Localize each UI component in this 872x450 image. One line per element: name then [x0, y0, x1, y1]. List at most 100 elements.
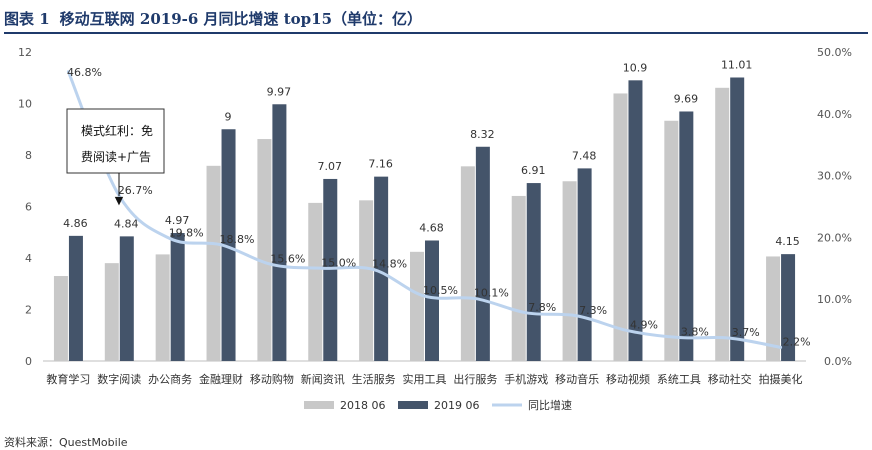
- annotation-line-1: 模式红利：免: [81, 123, 153, 138]
- bar-2018: [460, 166, 475, 361]
- bar-2019: [374, 176, 389, 361]
- bar-2019-value-label: 9.69: [674, 92, 699, 105]
- y-right-tick-label: 20.0%: [817, 231, 852, 244]
- growth-bar-chart: 0 2 4 6 8 10 12 0.0% 10.0% 20.0% 30.0% 40.0% 50.0% 4.…: [18, 46, 852, 412]
- growth-point: [524, 311, 528, 315]
- growth-point: [423, 294, 426, 298]
- bar-2019: [272, 104, 287, 362]
- bar-2019-value-label: 4.15: [775, 235, 800, 248]
- figure-title-text: 移动互联网 2019-6 月同比增速 top15（单位：亿）: [59, 10, 423, 28]
- category-label: 数字阅读: [97, 372, 141, 386]
- bar-2019-value-label: 6.91: [521, 164, 546, 177]
- category-label: 移动购物: [250, 372, 294, 386]
- bar-2019-value-label: 4.86: [63, 217, 88, 230]
- growth-value-label: 10.1%: [474, 287, 509, 300]
- growth-point: [321, 266, 325, 270]
- legend-swatch-2019: [398, 401, 428, 409]
- bar-2019: [475, 146, 490, 361]
- bar-2019: [170, 233, 185, 361]
- category-label: 办公商务: [148, 372, 192, 386]
- bar-2019: [119, 236, 134, 361]
- legend-label-2018: 2018 06: [340, 399, 386, 412]
- growth-value-label: 15.0%: [321, 256, 356, 269]
- category-label: 系统工具: [657, 373, 701, 386]
- bar-2018: [104, 263, 119, 361]
- bar-2019: [781, 254, 796, 361]
- category-label: 新闻资讯: [301, 372, 345, 386]
- y-right-tick-label: 40.0%: [817, 108, 852, 121]
- category-label: 金融理财: [199, 372, 243, 386]
- bar-2019: [730, 77, 745, 362]
- growth-value-label: 19.8%: [169, 227, 204, 240]
- annotation-box: [66, 108, 165, 174]
- annotation-arrow-head: ▼: [115, 194, 124, 207]
- bar-2018: [206, 165, 221, 361]
- y-left-tick-label: 4: [25, 252, 32, 265]
- bar-2018: [53, 276, 68, 361]
- growth-point: [677, 336, 681, 340]
- growth-point: [626, 329, 630, 333]
- bar-2018: [613, 93, 628, 361]
- category-label: 生活服务: [352, 372, 396, 386]
- bar-2019: [628, 80, 643, 361]
- y-right-tick-label: 30.0%: [817, 170, 852, 183]
- y-left-tick-label: 8: [25, 149, 32, 162]
- category-label: 移动视频: [606, 372, 650, 386]
- legend-label-growth: 同比增速: [528, 398, 572, 412]
- bar-2018: [359, 200, 374, 361]
- growth-point: [270, 263, 274, 267]
- category-label: 教育学习: [46, 372, 90, 386]
- growth-point: [575, 314, 579, 318]
- category-label: 手机游戏: [504, 372, 548, 386]
- growth-value-label: 3.7%: [732, 326, 760, 339]
- bar-2018: [562, 181, 577, 361]
- bar-2019: [526, 183, 541, 361]
- bar-2018: [766, 256, 781, 361]
- growth-point: [219, 243, 223, 247]
- bar-2018: [664, 120, 679, 361]
- figure-number: 图表 1: [4, 10, 50, 28]
- growth-value-label: 14.8%: [372, 258, 407, 271]
- bar-2019-value-label: 10.9: [623, 61, 648, 74]
- category-label: 实用工具: [403, 372, 447, 386]
- y-left-tick-label: 10: [18, 98, 32, 111]
- category-label: 移动社交: [708, 372, 752, 386]
- bar-2019-value-label: 7.07: [318, 160, 343, 173]
- growth-value-label: 7.3%: [579, 304, 607, 317]
- source-note: 资料来源：QuestMobile: [4, 436, 128, 449]
- bar-2019-value-label: 7.16: [368, 158, 393, 171]
- bar-2019-value-label: 7.48: [572, 149, 597, 162]
- growth-point: [779, 345, 783, 349]
- growth-point: [168, 237, 172, 241]
- growth-value-label: 18.8%: [220, 233, 255, 246]
- growth-point: [372, 268, 376, 272]
- growth-value-label: 10.5%: [423, 284, 458, 297]
- growth-value-label: 15.6%: [270, 253, 305, 266]
- y-right-tick-label: 10.0%: [817, 293, 852, 306]
- bar-2019-value-label: 4.97: [165, 214, 190, 227]
- growth-point: [728, 336, 732, 340]
- bar-2019: [221, 129, 236, 361]
- growth-value-label: 2.2%: [783, 335, 811, 348]
- legend-label-2019: 2019 06: [434, 399, 480, 412]
- y-right-tick-label: 0.0%: [824, 355, 852, 368]
- y-left-tick-label: 0: [25, 355, 32, 368]
- growth-point: [66, 70, 70, 74]
- bar-2019: [679, 111, 694, 361]
- y-right-tick-label: 50.0%: [817, 46, 852, 59]
- bar-2018: [308, 202, 323, 361]
- bar-2019-value-label: 4.84: [114, 217, 139, 230]
- y-left-tick-label: 12: [18, 46, 32, 59]
- growth-value-label: 46.8%: [67, 66, 102, 79]
- bar-2019: [323, 178, 338, 361]
- bar-2019-value-label: 4.68: [419, 221, 444, 234]
- bar-2018: [511, 195, 526, 361]
- category-label: 拍摄美化: [759, 372, 803, 386]
- y-left-tick-label: 6: [25, 201, 32, 214]
- growth-value-label: 7.8%: [528, 301, 556, 314]
- bar-2019-value-label: 9: [225, 110, 232, 123]
- category-label: 出行服务: [453, 372, 497, 386]
- growth-value-label: 26.7%: [118, 184, 153, 197]
- growth-value-label: 3.8%: [681, 326, 709, 339]
- y-left-tick-label: 2: [25, 304, 32, 317]
